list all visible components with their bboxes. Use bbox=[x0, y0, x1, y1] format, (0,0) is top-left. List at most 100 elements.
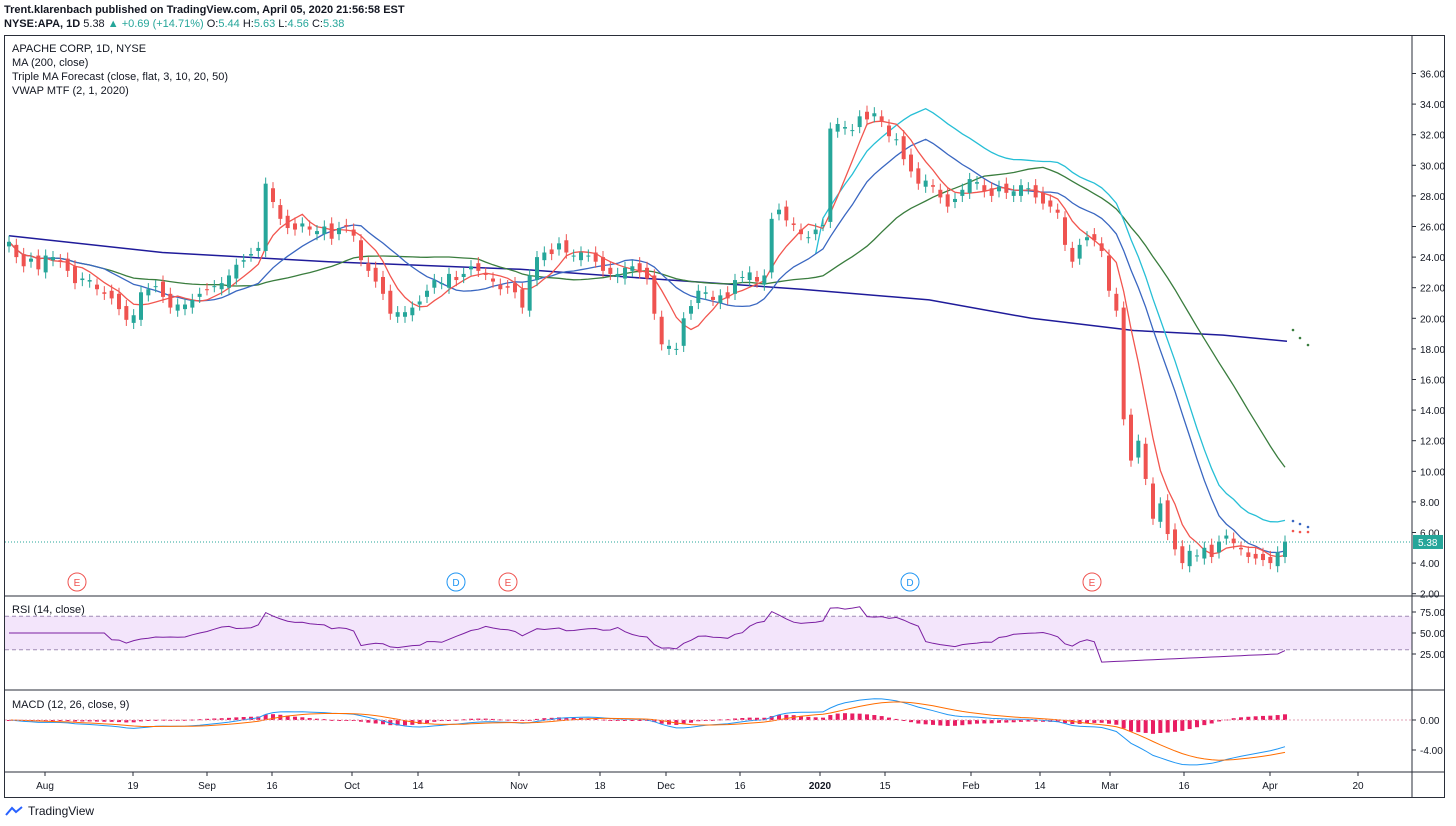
candle-body bbox=[1136, 440, 1141, 458]
macd-histogram-bar bbox=[410, 720, 415, 725]
tradingview-logo-icon bbox=[5, 806, 23, 816]
candle-body bbox=[1048, 200, 1053, 207]
macd-histogram-bar bbox=[1099, 720, 1104, 723]
candle-body bbox=[80, 278, 85, 281]
candle-body bbox=[982, 185, 987, 192]
candle-body bbox=[850, 130, 855, 132]
candle-body bbox=[1187, 550, 1192, 567]
chart-frame[interactable] bbox=[4, 35, 1445, 798]
macd-histogram-bar bbox=[1121, 720, 1126, 729]
candle-body bbox=[967, 179, 972, 193]
macd-histogram-bar bbox=[1217, 720, 1221, 722]
event-marker-label: E bbox=[74, 578, 81, 589]
forecast-dot-ma20 bbox=[1298, 522, 1302, 526]
candle-body bbox=[359, 240, 363, 261]
candle-body bbox=[828, 128, 833, 222]
ohlc-open: 5.44 bbox=[218, 18, 240, 30]
candle-body bbox=[425, 290, 429, 297]
candle-body bbox=[535, 257, 539, 281]
candle-body bbox=[190, 299, 195, 308]
rsi-tick-label: 25.00 bbox=[1420, 650, 1445, 661]
candle-body bbox=[593, 252, 598, 262]
macd-histogram-bar bbox=[381, 720, 385, 725]
macd-histogram-bar bbox=[909, 720, 913, 723]
last-price-tag bbox=[1413, 534, 1443, 549]
macd-histogram-bar bbox=[293, 716, 297, 720]
publisher-line: Trent.klarenbach published on TradingVie… bbox=[4, 3, 405, 17]
macd-histogram-bar bbox=[1180, 720, 1185, 731]
macd-histogram-bar bbox=[359, 720, 363, 722]
candle-body bbox=[777, 209, 781, 215]
candle-body bbox=[285, 215, 290, 229]
macd-histogram-bar bbox=[1187, 720, 1192, 730]
candle-body bbox=[579, 252, 583, 261]
macd-histogram-bar bbox=[667, 720, 671, 725]
macd-histogram-bar bbox=[923, 720, 928, 725]
candle-body bbox=[102, 292, 107, 294]
candle-body bbox=[1041, 192, 1045, 204]
macd-histogram-bar bbox=[491, 718, 495, 720]
macd-histogram-bar bbox=[997, 720, 1001, 723]
candle-body bbox=[513, 283, 517, 293]
price-tick-label: 28.00 bbox=[1420, 192, 1445, 203]
price-tick-label: 12.00 bbox=[1420, 437, 1445, 448]
candle-body bbox=[975, 182, 979, 184]
candle-body bbox=[183, 304, 187, 310]
ohlc-high-label: H: bbox=[242, 18, 254, 30]
candle-body bbox=[564, 240, 569, 253]
macd-histogram-bar bbox=[1283, 714, 1287, 720]
candle-body bbox=[491, 278, 495, 282]
macd-histogram-bar bbox=[535, 718, 539, 720]
rsi-tick-label: 75.00 bbox=[1420, 608, 1445, 619]
macd-histogram-bar bbox=[263, 714, 268, 720]
macd-histogram-bar bbox=[1033, 720, 1038, 722]
footer-brand[interactable]: TradingView bbox=[4, 804, 94, 818]
macd-histogram-bar bbox=[425, 720, 429, 723]
macd-histogram-bar bbox=[1165, 720, 1170, 733]
candle-body bbox=[410, 307, 415, 316]
candle-body bbox=[674, 348, 679, 350]
macd-histogram-bar bbox=[483, 718, 488, 720]
price-tick-label: 34.00 bbox=[1420, 100, 1445, 111]
macd-histogram-bar bbox=[747, 717, 752, 720]
candle-body bbox=[711, 296, 715, 300]
candle-body bbox=[1026, 188, 1031, 190]
macd-histogram-bar bbox=[102, 720, 107, 722]
candle-body bbox=[168, 293, 173, 308]
candle-body bbox=[241, 260, 246, 262]
macd-histogram-bar bbox=[476, 718, 481, 720]
macd-histogram-bar bbox=[953, 720, 957, 726]
time-tick-label: 14 bbox=[1034, 781, 1046, 792]
forecast-dot-ma10 bbox=[1291, 529, 1295, 533]
time-tick-label: 2020 bbox=[809, 781, 832, 792]
candle-body bbox=[637, 263, 642, 273]
ohlc-low: 4.56 bbox=[287, 18, 309, 30]
candle-body bbox=[403, 312, 407, 317]
macd-histogram-bar bbox=[652, 720, 657, 723]
candle-body bbox=[872, 113, 877, 117]
event-marker-label: E bbox=[1089, 578, 1096, 589]
candle-body bbox=[307, 226, 312, 230]
candle-body bbox=[95, 284, 99, 290]
macd-histogram-bar bbox=[498, 719, 503, 721]
time-tick-label: Aug bbox=[36, 781, 54, 792]
candle-body bbox=[784, 206, 789, 221]
time-tick-label: Feb bbox=[962, 781, 980, 792]
candle-body bbox=[718, 295, 723, 303]
macd-histogram-bar bbox=[212, 718, 217, 720]
legend-ma200: MA (200, close) bbox=[12, 57, 89, 69]
macd-histogram-bar bbox=[1129, 720, 1133, 732]
candle-body bbox=[645, 267, 649, 279]
candle-body bbox=[417, 301, 422, 305]
macd-histogram-bar bbox=[571, 717, 576, 720]
time-tick-label: 16 bbox=[1178, 781, 1190, 792]
macd-histogram-bar bbox=[901, 720, 906, 721]
macd-histogram-bar bbox=[432, 720, 437, 722]
candle-body bbox=[87, 280, 92, 282]
candle-body bbox=[469, 266, 473, 270]
macd-histogram-bar bbox=[241, 717, 246, 720]
ohlc-open-label: O: bbox=[206, 18, 219, 30]
candle-body bbox=[1077, 244, 1082, 259]
candle-body bbox=[1063, 217, 1067, 245]
